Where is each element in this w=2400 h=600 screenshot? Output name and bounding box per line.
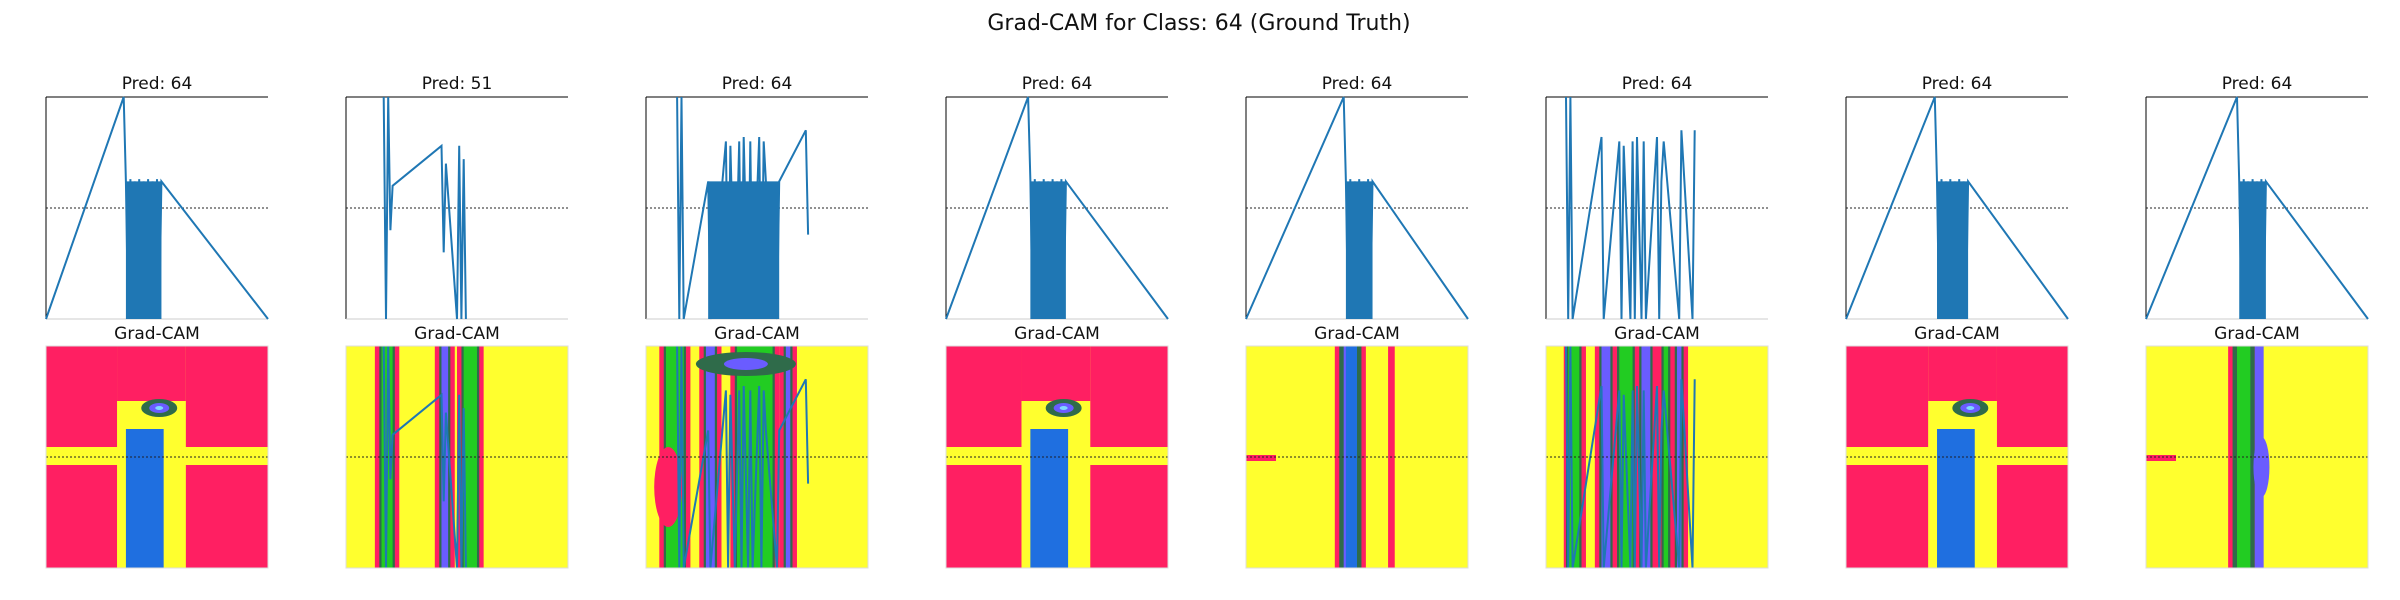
signal-panel-title: Pred: 64 bbox=[122, 74, 193, 94]
heatmap-cool-column bbox=[1641, 346, 1651, 568]
heatmap-hot-cap bbox=[117, 346, 186, 401]
signal-panel-2: Pred: 51 bbox=[345, 74, 568, 320]
panels-grid: Pred: 64 Pred: 51 Pred: 64 Pred: 64 Pred: 64… bbox=[45, 74, 2369, 569]
gradcam-panel-title: Grad-CAM bbox=[1914, 324, 2000, 344]
signal-panel-1: Pred: 64 bbox=[45, 74, 269, 320]
signal-panel-7: Pred: 64 bbox=[1845, 74, 2069, 320]
heatmap-hot-cap bbox=[1928, 346, 1997, 401]
figure-title: Grad-CAM for Class: 64 (Ground Truth) bbox=[987, 11, 1410, 36]
signal-series-line bbox=[382, 96, 467, 320]
signal-panel-title: Pred: 64 bbox=[2222, 74, 2293, 94]
signal-dense-block bbox=[1937, 181, 1969, 319]
heatmap-cool-column bbox=[1568, 346, 1580, 568]
heatmap-frame bbox=[645, 345, 869, 569]
heatmap-signal-overlay bbox=[382, 346, 467, 568]
heatmap-cold-blob bbox=[155, 406, 164, 410]
gradcam-panel-1: Grad-CAM bbox=[45, 324, 269, 569]
heatmap-cool-column bbox=[785, 346, 791, 568]
signal-series-line bbox=[1565, 96, 1696, 320]
signal-panel-6: Pred: 64 bbox=[1545, 74, 1768, 320]
signal-panel-title: Pred: 64 bbox=[1922, 74, 1993, 94]
heatmap-signal-overlay bbox=[676, 346, 810, 568]
heatmap-signal-block bbox=[125, 429, 164, 568]
gradcam-panel-title: Grad-CAM bbox=[414, 324, 500, 344]
heatmap-hot-blob bbox=[654, 447, 683, 527]
signal-dense-block bbox=[2239, 181, 2266, 319]
heatmap-hot-cap bbox=[1021, 346, 1091, 401]
signal-dense-block bbox=[125, 181, 162, 319]
gradcam-panel-8: Grad-CAM bbox=[2145, 324, 2369, 569]
gradcam-panel-2: Grad-CAM bbox=[345, 324, 569, 569]
heatmap-cold-blob bbox=[1059, 406, 1068, 410]
heatmap-signal-overlay bbox=[1565, 346, 1696, 568]
signal-dense-block bbox=[1030, 181, 1066, 319]
heatmap-cool-column bbox=[1663, 346, 1669, 568]
signal-panel-5: Pred: 64 bbox=[1245, 74, 1469, 320]
signal-panel-title: Pred: 64 bbox=[722, 74, 793, 94]
heatmap-cold-blob bbox=[1966, 406, 1975, 410]
gradcam-panel-title: Grad-CAM bbox=[1314, 324, 1400, 344]
gradcam-panel-7: Grad-CAM bbox=[1845, 324, 2069, 569]
gradcam-panel-6: Grad-CAM bbox=[1545, 324, 1769, 569]
gradcam-panel-title: Grad-CAM bbox=[1614, 324, 1700, 344]
signal-panel-title: Pred: 51 bbox=[422, 74, 493, 94]
heatmap-cool-blob bbox=[2253, 437, 2270, 497]
heatmap-cool-blob bbox=[723, 358, 768, 370]
gradcam-panel-5: Grad-CAM bbox=[1245, 324, 1469, 569]
heatmap-cool-column bbox=[1601, 346, 1611, 568]
signal-panel-8: Pred: 64 bbox=[2145, 74, 2369, 320]
heatmap-frame bbox=[45, 345, 269, 569]
heatmap-frame bbox=[1545, 345, 1769, 569]
gradcam-panel-title: Grad-CAM bbox=[714, 324, 800, 344]
gradcam-panel-title: Grad-CAM bbox=[114, 324, 200, 344]
heatmap-signal-block bbox=[1937, 429, 1975, 568]
heatmap-frame bbox=[345, 345, 569, 569]
gradcam-panel-title: Grad-CAM bbox=[2214, 324, 2300, 344]
signal-panel-title: Pred: 64 bbox=[1622, 74, 1693, 94]
signal-panel-3: Pred: 64 bbox=[645, 74, 868, 320]
heatmap-signal-block bbox=[1030, 429, 1069, 568]
gradcam-panel-title: Grad-CAM bbox=[1014, 324, 1100, 344]
heatmap-hot-edge bbox=[2146, 455, 2176, 461]
gradcam-panel-3: Grad-CAM bbox=[645, 324, 869, 569]
heatmap-frame bbox=[945, 345, 1169, 569]
heatmap-warm-column bbox=[1688, 346, 1768, 568]
signal-panel-title: Pred: 64 bbox=[1022, 74, 1093, 94]
signal-dense-block bbox=[1345, 181, 1373, 319]
heatmap-frame bbox=[2145, 345, 2369, 569]
heatmap-frame bbox=[1845, 345, 2069, 569]
heatmap-hot-edge bbox=[1246, 455, 1276, 461]
signal-panel-title: Pred: 64 bbox=[1322, 74, 1393, 94]
gradcam-panel-4: Grad-CAM bbox=[945, 324, 1169, 569]
signal-dense-block bbox=[708, 181, 780, 319]
signal-panel-4: Pred: 64 bbox=[945, 74, 1169, 320]
heatmap-frame bbox=[1245, 345, 1469, 569]
